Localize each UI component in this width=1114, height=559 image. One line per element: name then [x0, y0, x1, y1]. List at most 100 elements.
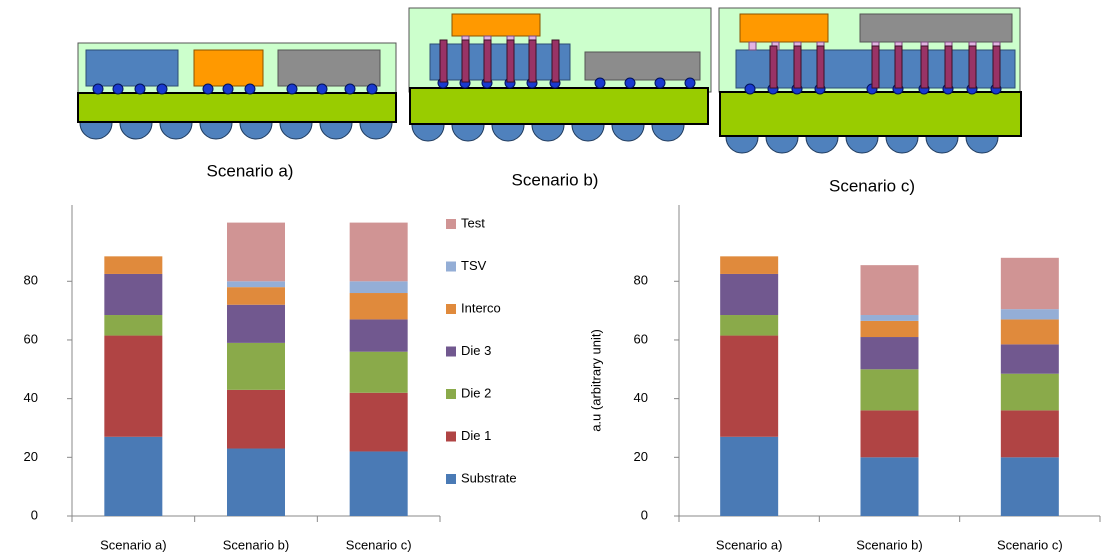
bar-segment — [1000, 319, 1059, 345]
legend-swatch — [446, 431, 456, 442]
y-tick-label: 40 — [24, 390, 38, 405]
tsv — [461, 39, 470, 83]
bar-segment — [349, 319, 408, 352]
legend-label: Substrate — [461, 470, 517, 485]
bump — [344, 83, 356, 95]
legend-swatch — [446, 219, 456, 229]
bar-segment — [1000, 410, 1059, 458]
y-tick-label: 0 — [31, 507, 38, 522]
die — [584, 51, 701, 81]
bar-segment — [860, 265, 919, 316]
tsv — [439, 39, 448, 83]
legend-label: Die 3 — [461, 343, 491, 358]
x-tick-label: Scenario b) — [223, 537, 289, 552]
package-diagrams: Scenario a) Scenario b) Scenario c) — [77, 7, 1022, 195]
bar-segment — [227, 389, 285, 449]
caption: Scenario c) — [829, 176, 915, 195]
tsv — [894, 45, 903, 89]
legend-swatch — [446, 389, 456, 399]
tsv — [920, 45, 929, 89]
bump — [222, 83, 234, 95]
tsv — [793, 45, 802, 89]
x-tick-label: Scenario a) — [100, 537, 166, 552]
legend-label: TSV — [461, 258, 487, 273]
bar-segment — [720, 315, 779, 336]
legend-swatch — [446, 346, 456, 357]
bar-segment — [227, 304, 285, 343]
substrate — [409, 87, 709, 125]
bar-segment — [720, 273, 779, 316]
substrate — [719, 91, 1022, 137]
bar-segment — [349, 392, 408, 452]
bar-segment — [104, 273, 163, 316]
die — [739, 13, 829, 43]
pillar — [748, 41, 757, 51]
bump — [112, 83, 124, 95]
bar-segment — [1000, 457, 1059, 516]
bar-segment — [104, 436, 163, 516]
bar-segment — [349, 351, 408, 393]
bar-segment — [227, 342, 285, 390]
tsv — [968, 45, 977, 89]
y-tick-label: 60 — [24, 331, 38, 346]
bump — [244, 83, 256, 95]
y-tick-label: 0 — [641, 507, 648, 522]
bump — [624, 77, 636, 89]
bump — [594, 77, 606, 89]
y-tick-label: 60 — [634, 331, 648, 346]
die — [85, 49, 179, 87]
y-axis-label: a.u (arbitrary unit) — [588, 329, 603, 432]
bar-segment — [104, 315, 163, 336]
tsv — [871, 45, 880, 89]
x-tick-label: Scenario b) — [856, 537, 922, 552]
tsv — [816, 45, 825, 89]
bar-segment — [227, 222, 285, 282]
bar-segment — [860, 315, 919, 321]
bump — [316, 83, 328, 95]
legend-label: Interco — [461, 300, 501, 315]
legend-label: Test — [461, 215, 485, 230]
substrate — [77, 92, 397, 123]
y-tick-label: 80 — [634, 273, 648, 288]
tsv — [506, 39, 515, 83]
bar-segment — [349, 222, 408, 282]
legend-swatch — [446, 474, 456, 484]
y-tick-label: 20 — [634, 449, 648, 464]
bar-segment — [349, 451, 408, 516]
bar-segment — [1000, 257, 1059, 310]
x-tick-label: Scenario c) — [346, 537, 412, 552]
bar-segment — [227, 281, 285, 288]
bar-segment — [720, 256, 779, 274]
bar-segment — [1000, 309, 1059, 320]
bar-segment — [349, 293, 408, 320]
tsv — [483, 39, 492, 83]
bar-segment — [860, 320, 919, 338]
bar-segment — [720, 335, 779, 437]
bump — [202, 83, 214, 95]
caption: Scenario a) — [207, 161, 294, 180]
bar-segment — [349, 281, 408, 294]
bar-segment — [1000, 373, 1059, 411]
tsv — [551, 39, 560, 83]
bar-segment — [720, 436, 779, 516]
tsv — [992, 45, 1001, 89]
bar-segment — [1000, 344, 1059, 374]
y-tick-label: 20 — [24, 449, 38, 464]
die — [451, 13, 541, 37]
bump — [286, 83, 298, 95]
tsv — [944, 45, 953, 89]
die — [193, 49, 264, 87]
tsv — [528, 39, 537, 83]
bump — [684, 77, 696, 89]
bump — [654, 77, 666, 89]
legend-swatch — [446, 304, 456, 314]
die — [277, 49, 381, 87]
bump — [92, 83, 104, 95]
x-tick-label: Scenario c) — [997, 537, 1063, 552]
bump — [156, 83, 168, 95]
y-tick-label: 80 — [24, 273, 38, 288]
bar-segment — [860, 410, 919, 458]
legend-swatch — [446, 261, 456, 272]
die — [859, 13, 1013, 43]
